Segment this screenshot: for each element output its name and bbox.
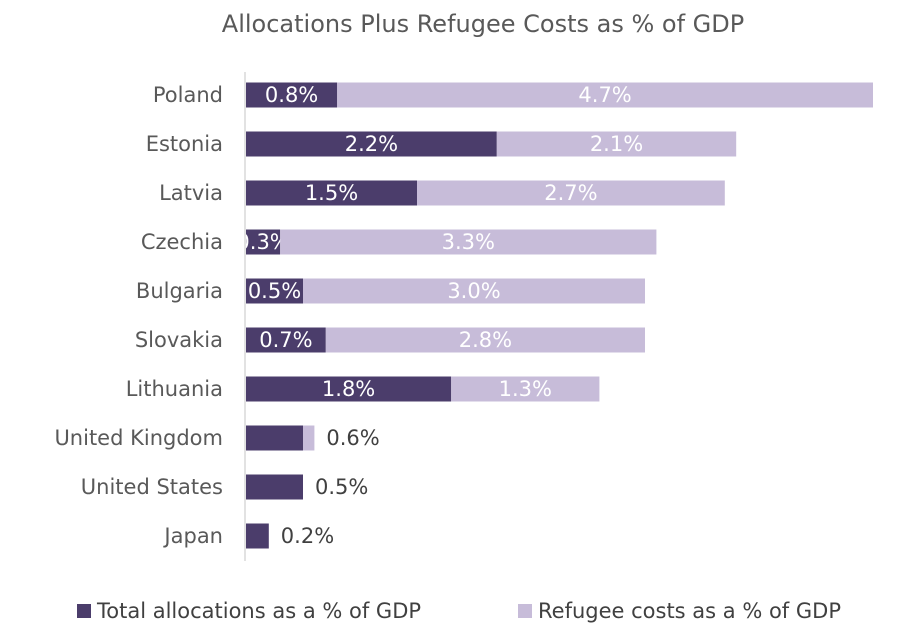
bar-united-states-allocations (246, 474, 303, 500)
data-label-latvia-refugee-costs: 2.7% (544, 181, 597, 205)
bar-united-kingdom-refugee-costs (303, 425, 315, 451)
bar-czechia-allocations (246, 229, 281, 255)
category-label-slovakia: Slovakia (135, 328, 223, 352)
bar-united-kingdom-allocations (246, 425, 303, 451)
data-label-lithuania-allocations: 1.8% (322, 377, 375, 401)
plot-area: Poland 0.8% 4.7% Estonia 2.2% 2.1% Latvia 1.5% 2… (54, 82, 873, 549)
legend-item-allocations: Total allocations as a % of GDP (77, 599, 421, 623)
bar-estonia-refugee-costs (496, 131, 737, 157)
bar-bulgaria-allocations (246, 278, 303, 304)
bar-japan-allocations (246, 523, 269, 549)
data-label-latvia-allocations: 1.5% (305, 181, 358, 205)
bar-slovakia-refugee-costs (325, 327, 645, 353)
category-label-czechia: Czechia (141, 230, 223, 254)
category-label-poland: Poland (153, 83, 223, 107)
legend-item-refugee-costs-swatch (518, 604, 532, 618)
category-label-estonia: Estonia (146, 132, 223, 156)
category-label-bulgaria: Bulgaria (136, 279, 223, 303)
category-label-united-states: United States (81, 475, 223, 499)
legend-item-allocations-swatch (77, 604, 91, 618)
bar-slovakia-allocations (246, 327, 326, 353)
data-label-slovakia-allocations: 0.7% (259, 328, 312, 352)
bar-poland-allocations (246, 82, 338, 108)
data-label-czechia-refugee-costs: 3.3% (442, 230, 495, 254)
total-label-japan: 0.2% (281, 524, 334, 548)
legend: Total allocations as a % of GDP Refugee c… (77, 599, 841, 623)
total-label-united-states: 0.5% (315, 475, 368, 499)
data-label-lithuania-refugee-costs: 1.3% (499, 377, 552, 401)
bar-estonia-allocations (246, 131, 497, 157)
category-label-lithuania: Lithuania (126, 377, 223, 401)
data-label-bulgaria-allocations: 0.5% (248, 279, 301, 303)
category-label-japan: Japan (162, 524, 223, 548)
bar-lithuania-allocations (246, 376, 452, 402)
bar-lithuania-refugee-costs (451, 376, 600, 402)
total-label-united-kingdom: 0.6% (326, 426, 379, 450)
chart-title: Allocations Plus Refugee Costs as % of G… (222, 10, 744, 38)
data-label-slovakia-refugee-costs: 2.8% (459, 328, 512, 352)
data-label-bulgaria-refugee-costs: 3.0% (447, 279, 500, 303)
legend-item-refugee-costs: Refugee costs as a % of GDP (518, 599, 841, 623)
bar-latvia-allocations (246, 180, 417, 206)
bar-bulgaria-refugee-costs (303, 278, 645, 304)
legend-item-refugee-costs-label: Refugee costs as a % of GDP (538, 599, 841, 623)
legend-item-allocations-label: Total allocations as a % of GDP (96, 599, 421, 623)
data-label-poland-refugee-costs: 4.7% (578, 83, 631, 107)
category-label-latvia: Latvia (159, 181, 223, 205)
category-label-united-kingdom: United Kingdom (54, 426, 223, 450)
bar-czechia-refugee-costs (280, 229, 657, 255)
data-label-estonia-allocations: 2.2% (345, 132, 398, 156)
data-label-poland-allocations: 0.8% (265, 83, 318, 107)
data-label-estonia-refugee-costs: 2.1% (590, 132, 643, 156)
bar-poland-refugee-costs (337, 82, 873, 108)
bar-latvia-refugee-costs (417, 180, 725, 206)
